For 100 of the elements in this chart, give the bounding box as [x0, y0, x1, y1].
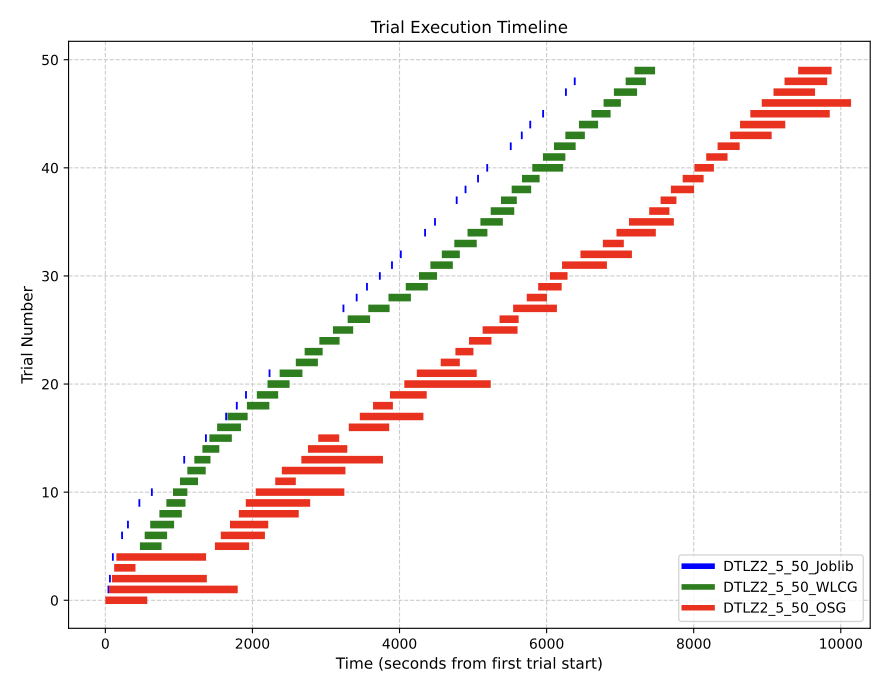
bar: [144, 532, 168, 540]
legend-label: DTLZ2_5_50_OSG: [724, 602, 846, 616]
bar: [455, 348, 474, 356]
y-axis-title: Trial Number: [20, 286, 33, 384]
bar: [442, 250, 460, 258]
bar: [482, 326, 518, 334]
bar: [500, 315, 519, 323]
bar: [562, 261, 607, 269]
bar: [275, 478, 296, 486]
bar: [268, 380, 290, 388]
bar: [301, 456, 383, 464]
bar: [614, 88, 638, 96]
bar: [109, 586, 238, 594]
bar: [762, 99, 852, 107]
bar: [308, 445, 348, 453]
bar: [740, 120, 786, 128]
legend-label: DTLZ2_5_50_WLCG: [724, 582, 857, 596]
bar: [319, 337, 340, 345]
bar: [318, 434, 340, 442]
bar: [454, 240, 477, 248]
legend-label: DTLZ2_5_50_Joblib: [724, 560, 853, 574]
bar: [750, 110, 830, 118]
y-tick-label: 0: [50, 595, 58, 606]
x-tick-label: 0: [102, 638, 109, 649]
bar: [166, 499, 186, 507]
bar: [296, 358, 318, 366]
bar: [538, 282, 562, 291]
bar: [238, 510, 299, 518]
bar: [304, 348, 323, 356]
bar: [114, 564, 136, 572]
bar: [634, 66, 656, 74]
bar: [172, 488, 188, 496]
bar: [480, 218, 503, 226]
bar: [194, 456, 211, 464]
bar: [526, 294, 547, 302]
bar: [784, 78, 828, 86]
bar: [332, 326, 354, 334]
bar: [591, 110, 611, 118]
bar: [649, 207, 670, 215]
bar: [209, 434, 232, 442]
bar: [522, 174, 540, 182]
bar: [468, 228, 488, 236]
bar: [220, 532, 265, 540]
bar: [730, 132, 772, 140]
x-tick-label: 8000: [676, 638, 710, 649]
bar: [565, 132, 585, 140]
x-tick-label: 4000: [382, 638, 416, 649]
bar: [116, 553, 206, 561]
y-tick-label: 30: [42, 270, 58, 282]
bar: [159, 510, 182, 518]
bar: [554, 142, 576, 150]
bar: [360, 412, 424, 420]
x-tick-label: 6000: [530, 638, 564, 649]
bar: [616, 228, 656, 236]
bar: [501, 196, 517, 204]
bar: [628, 218, 674, 226]
bar: [256, 391, 278, 399]
x-tick-label: 2000: [236, 638, 270, 649]
bar: [773, 88, 816, 96]
bar: [214, 542, 250, 550]
bar: [280, 369, 302, 378]
bar: [550, 272, 568, 280]
bar: [542, 153, 566, 161]
y-tick-label: 40: [42, 162, 58, 174]
bar: [682, 174, 704, 182]
bar: [406, 282, 428, 291]
bar: [227, 412, 248, 420]
bar: [580, 250, 632, 258]
bar: [348, 424, 390, 432]
bar: [256, 488, 344, 496]
bar: [602, 240, 624, 248]
bar: [187, 466, 206, 474]
bar: [798, 66, 832, 74]
y-tick-label: 10: [42, 487, 58, 498]
bar: [660, 196, 676, 204]
bar: [282, 466, 346, 474]
bar: [388, 294, 411, 302]
y-tick-label: 50: [42, 54, 58, 66]
bar: [404, 380, 491, 388]
bar: [430, 261, 453, 269]
y-tick-label: 20: [42, 379, 58, 390]
bar: [490, 207, 514, 215]
bar: [440, 358, 460, 366]
bar: [348, 315, 370, 323]
x-tick-label: 10000: [820, 638, 862, 649]
bar: [368, 304, 390, 312]
bar: [105, 596, 148, 604]
bar: [694, 164, 714, 172]
bar: [512, 186, 532, 194]
bar: [670, 186, 694, 194]
bar: [718, 142, 740, 150]
bar: [419, 272, 438, 280]
bar: [513, 304, 557, 312]
bar: [202, 445, 220, 453]
bar: [416, 369, 477, 378]
bar: [578, 120, 598, 128]
bar: [150, 520, 174, 528]
bar: [246, 499, 310, 507]
bar: [604, 99, 621, 107]
bar: [373, 402, 393, 410]
